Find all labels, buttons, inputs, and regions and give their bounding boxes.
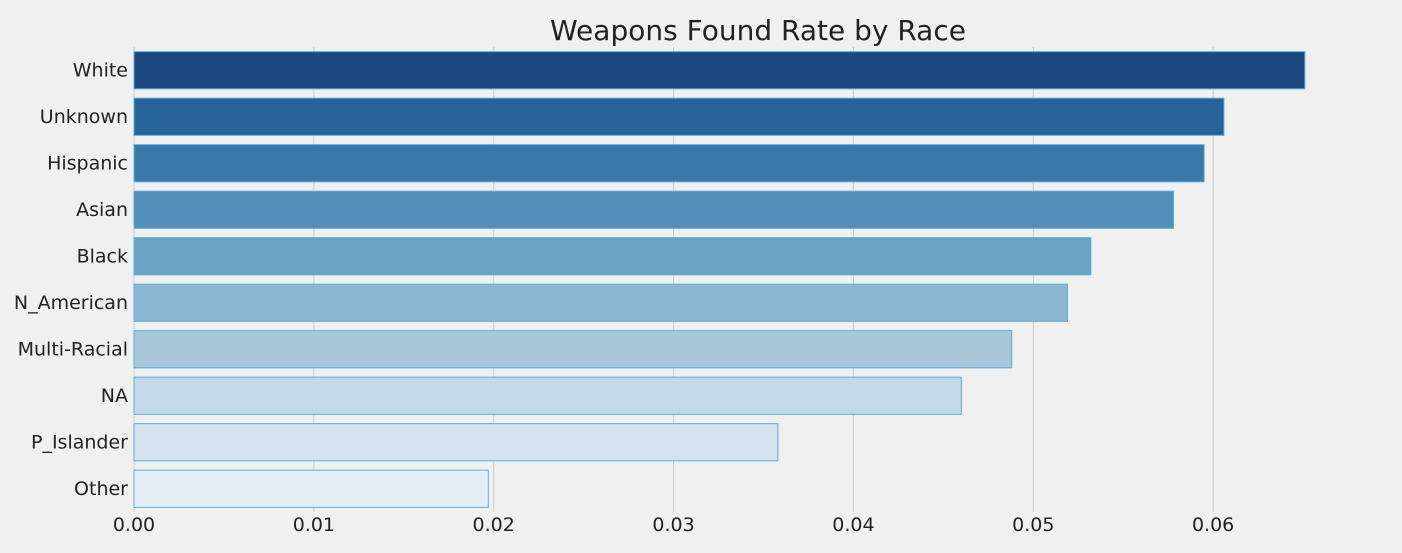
x-tick-label: 0.06: [1192, 514, 1234, 536]
bar-black: [133, 237, 1092, 276]
x-tick-label: 0.01: [293, 514, 335, 536]
y-tick-label: N_American: [14, 292, 128, 314]
x-tick-label: 0.00: [113, 514, 155, 536]
y-tick-label: Unknown: [40, 106, 128, 128]
bar-asian: [133, 190, 1175, 229]
y-tick-label: NA: [101, 385, 128, 407]
x-tick-label: 0.02: [473, 514, 515, 536]
y-tick-label: Asian: [76, 199, 128, 221]
bar-na: [133, 376, 962, 415]
x-axis-tick-labels: 0.00 0.01 0.02 0.03 0.04 0.05 0.06: [113, 514, 1234, 536]
y-tick-label: Other: [74, 478, 128, 500]
y-tick-label: Hispanic: [47, 152, 128, 174]
x-tick-label: 0.04: [832, 514, 874, 536]
y-tick-label: P_Islander: [31, 431, 128, 453]
y-tick-label: White: [73, 59, 128, 81]
y-tick-label: Multi-Racial: [18, 338, 128, 360]
bar-multi-racial: [133, 330, 1013, 369]
bar-n-american: [133, 283, 1068, 322]
x-tick-label: 0.03: [652, 514, 694, 536]
bars: [133, 51, 1306, 508]
y-axis-tick-labels: White Unknown Hispanic Asian Black N_American…: [14, 59, 128, 500]
bar-unknown: [133, 97, 1225, 136]
bar-hispanic: [133, 144, 1205, 183]
x-tick-label: 0.05: [1012, 514, 1054, 536]
bar-white: [133, 51, 1306, 90]
chart-title: Weapons Found Rate by Race: [550, 14, 966, 47]
bar-p-islander: [133, 423, 779, 462]
bar-other: [133, 469, 489, 508]
y-tick-label: Black: [77, 245, 128, 267]
